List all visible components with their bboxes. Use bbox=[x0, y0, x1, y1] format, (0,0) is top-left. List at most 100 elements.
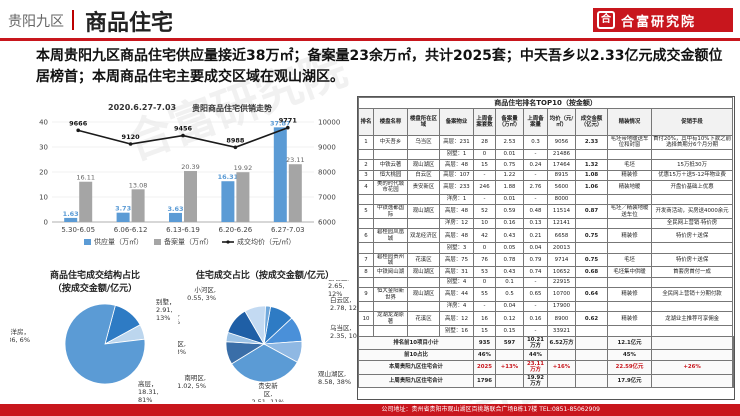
summary-cell bbox=[547, 349, 576, 361]
summary-cell: 19.92万方 bbox=[523, 373, 548, 389]
table-cell: 12141 bbox=[547, 217, 576, 230]
table-cell: 0.74 bbox=[523, 266, 548, 278]
table-cell: 毛坯 bbox=[607, 159, 652, 171]
summary-cell: 10.21万方 bbox=[523, 335, 548, 351]
table-cell: 0.01 bbox=[495, 148, 524, 161]
table-cell: 特价房＋送保 bbox=[650, 252, 734, 268]
table-cell: 别墅：3 bbox=[439, 242, 474, 254]
table-cell bbox=[650, 325, 734, 337]
bar-supply bbox=[169, 212, 182, 222]
table-cell: 花溪区 bbox=[407, 311, 440, 327]
table-row: 6 碧桂园凤凰城 双龙经济区 高层：48 42 0.43 0.21 6658 0.75 精装修 特价… bbox=[358, 228, 734, 244]
district-pie-label: 白云区, bbox=[330, 295, 352, 304]
legend-label-record: 备案量（万㎡） bbox=[164, 237, 213, 246]
table-cell: 0.04 bbox=[495, 300, 524, 313]
table-cell: 0.75 bbox=[495, 159, 524, 171]
table-cell bbox=[373, 242, 408, 254]
table-cell: 开盘价基础上优惠 bbox=[650, 179, 734, 195]
table-summary-row: 前10占比 46% 44% 45% bbox=[358, 349, 734, 361]
summary-cell: 22.59亿元 bbox=[607, 359, 652, 375]
table-cell bbox=[358, 325, 374, 337]
table-cell: 高层：231 bbox=[439, 135, 474, 150]
bar-supply-label: 16.31 bbox=[218, 173, 239, 181]
bar-supply bbox=[273, 127, 287, 222]
table-cell bbox=[607, 148, 652, 161]
table-cell: 0.87 bbox=[575, 204, 608, 219]
table-cell: 0.01 bbox=[495, 193, 524, 206]
table-cell: 10652 bbox=[547, 266, 576, 278]
table-cell: 76 bbox=[473, 252, 496, 268]
legend-swatch-record bbox=[154, 239, 161, 245]
page-title: 商品住宅 bbox=[85, 11, 174, 36]
table-cell: 17900 bbox=[547, 300, 576, 313]
table-cell bbox=[575, 242, 608, 254]
y-left-tick-label: 40 bbox=[39, 119, 48, 127]
table-cell: 特价房＋送保 bbox=[650, 228, 734, 244]
table-cell bbox=[373, 276, 408, 289]
table-header-cell: 上周备案套数 bbox=[473, 108, 496, 136]
table-cell bbox=[575, 276, 608, 289]
table-cell: 双龙经济区 bbox=[407, 228, 440, 244]
chart-title: 贵阳商品住宅供销走势 bbox=[192, 104, 272, 113]
table-header-cell: 均价（元/㎡） bbox=[547, 108, 576, 136]
table-cell bbox=[607, 242, 652, 254]
table-cell bbox=[650, 276, 734, 289]
table-cell: 开发商活动，买房送4000余元 bbox=[650, 204, 734, 219]
header-rule bbox=[0, 38, 740, 41]
table-cell: 0 bbox=[473, 148, 496, 161]
table-cell: 53 bbox=[473, 266, 496, 278]
table-cell: 3 bbox=[358, 169, 374, 182]
table-cell: 全民网上营销＋分期付款 bbox=[650, 287, 734, 302]
table-row: 洋房：12 10 0.16 0.13 12141 全民网上营销·特价房 bbox=[358, 217, 734, 230]
table-cell: 高层：48 bbox=[439, 159, 474, 171]
district-pie-label: 1.02, 5% bbox=[178, 382, 206, 390]
table-cell: 观山湖区 bbox=[407, 159, 440, 171]
table-header-row: 排名 楼盘名称 楼盘所在区域 备案物业 上周备案套数 备案量（万㎡） 上周备案量 均价（元/㎡… bbox=[358, 108, 734, 136]
summary-text: 本周贵阳九区商品住宅供应量接近38万㎡；备案量23余万㎡，共计2025套；中天吾… bbox=[36, 48, 723, 85]
table-cell: 高层：12 bbox=[439, 311, 474, 327]
price-label: 8988 bbox=[226, 136, 245, 144]
table-cell: 乌当区 bbox=[407, 135, 440, 150]
table-row: 洋房：1-0.01-8000 bbox=[358, 193, 734, 206]
y-left-tick-label: 10 bbox=[39, 194, 48, 202]
structure-pie-label: 18.31, bbox=[138, 388, 159, 396]
table-header-cell: 上周备案量 bbox=[523, 108, 548, 136]
table-cell: 首套房首付一成 bbox=[650, 266, 734, 278]
district-pie-label: 云岩区, bbox=[328, 280, 350, 282]
x-tick-label: 6.20-6.26 bbox=[219, 226, 253, 234]
district-pie-label: 花溪区, bbox=[178, 309, 180, 318]
table-cell: - bbox=[473, 300, 496, 313]
structure-pie-label: 1.36, 6% bbox=[10, 336, 30, 344]
table-cell: 0.16 bbox=[495, 217, 524, 230]
table-cell: 碧桂园凤凰城 bbox=[373, 228, 408, 244]
price-label: 9120 bbox=[122, 133, 141, 141]
table-cell: 2.33 bbox=[575, 135, 608, 150]
table-cell: 5 bbox=[358, 204, 374, 219]
bar-record bbox=[236, 172, 250, 222]
brand-badge: 合 合富研究院 bbox=[593, 8, 733, 32]
bar-record-label: 20.39 bbox=[181, 163, 200, 171]
structure-pie-label: 别墅， bbox=[156, 297, 176, 306]
table-cell bbox=[607, 300, 652, 313]
summary-cell: 44% bbox=[523, 349, 548, 361]
table-cell: 高层：48 bbox=[439, 204, 474, 219]
ranking-table: 商品住宅排名TOP10（按金额） 排名 楼盘名称 楼盘所在区域 备案物业 上周备案套数备… bbox=[357, 97, 734, 389]
table-row: 别墅：3 0 0.05 0.04 20013 bbox=[358, 242, 734, 254]
table-header-cell: 楼盘所在区域 bbox=[407, 108, 440, 136]
pie1-title: 商品住宅成交结构占比 bbox=[49, 271, 140, 281]
summary-label: 上周贵阳九区住宅合计 bbox=[358, 373, 474, 389]
table-cell: 0.3 bbox=[523, 135, 548, 150]
district-pie-label: 观山湖区, bbox=[318, 369, 346, 378]
district-pie-label: 0.55, 3% bbox=[187, 294, 216, 302]
table-cell: 28 bbox=[473, 135, 496, 150]
x-tick-label: 6.27-7.03 bbox=[271, 226, 305, 234]
table-cell: 1.08 bbox=[575, 169, 608, 182]
summary-cell bbox=[732, 359, 734, 375]
table-cell: 20013 bbox=[547, 242, 576, 254]
table-cell: 0.62 bbox=[575, 311, 608, 327]
table-row: 1 中天吾乡 乌当区 高层：231 28 2.53 0.3 9056 2.33 毛坯带地暖送车位和… bbox=[358, 135, 734, 150]
table-cell: 52 bbox=[473, 204, 496, 219]
table-cell: 1.06 bbox=[575, 179, 608, 195]
table-cell: 高层：31 bbox=[439, 266, 474, 278]
district-pie-label: 12% bbox=[328, 290, 342, 298]
